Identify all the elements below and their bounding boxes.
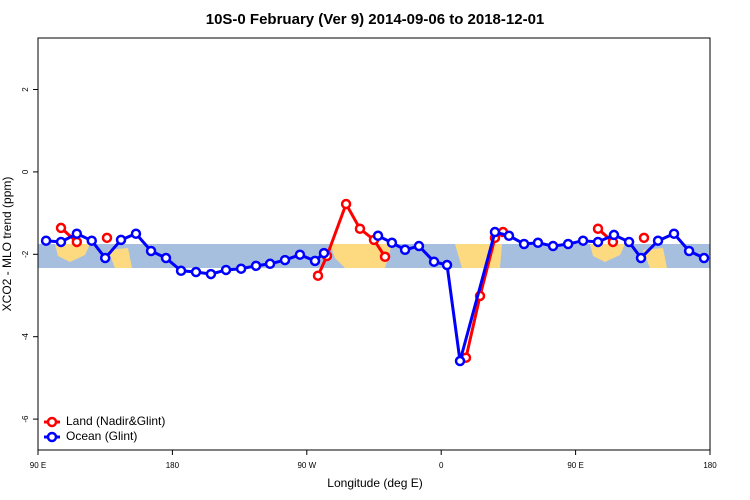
point [160, 252, 172, 264]
point [294, 249, 306, 260]
land-patch [590, 244, 625, 262]
x-tick-label: 0 [439, 461, 444, 470]
point [279, 254, 291, 266]
y-tick-label: 0 [21, 169, 30, 174]
point [547, 240, 559, 252]
point [532, 237, 544, 249]
y-tick-label: 2 [21, 87, 30, 92]
point [175, 265, 187, 277]
point [71, 228, 83, 239]
point [562, 238, 574, 250]
point [623, 236, 635, 248]
point [312, 270, 324, 281]
y-tick-label: -6 [21, 415, 30, 423]
point [71, 236, 83, 248]
point [518, 238, 530, 250]
y-tick-label: -2 [21, 250, 30, 258]
legend-marker [46, 416, 58, 428]
chart-title: 10S-0 February (Ver 9) 2014-09-06 to 201… [206, 11, 545, 28]
legend-label: Land (Nadir&Glint) [66, 414, 165, 428]
point [55, 222, 67, 234]
point [399, 244, 411, 256]
land-patch [55, 244, 90, 262]
point [205, 268, 217, 280]
y-axis-label: XCO2 - MLO trend (ppm) [0, 177, 14, 312]
point [40, 235, 52, 246]
point [386, 237, 398, 249]
point [354, 223, 366, 235]
point [220, 264, 232, 276]
point [99, 252, 111, 264]
point [489, 226, 501, 238]
point [309, 255, 321, 267]
point [683, 245, 695, 257]
x-tick-label: 90 W [297, 461, 316, 470]
x-tick-label: 90 E [30, 461, 46, 470]
point [608, 229, 620, 241]
point [318, 247, 330, 259]
point [441, 259, 453, 271]
point [413, 240, 425, 252]
point [101, 232, 113, 244]
point [86, 235, 98, 246]
point [635, 252, 647, 264]
point [668, 228, 680, 239]
y-tick-label: -4 [21, 333, 30, 341]
point [130, 228, 142, 239]
point [577, 235, 589, 246]
legend-marker [46, 431, 58, 443]
point [115, 234, 127, 246]
land-patch [108, 248, 132, 268]
land-patch [455, 244, 502, 268]
plot-frame [37, 37, 711, 451]
point [235, 263, 247, 274]
point [340, 198, 352, 210]
point [698, 252, 710, 264]
point [652, 235, 664, 246]
x-tick-label: 180 [166, 461, 180, 470]
x-tick-label: 180 [703, 461, 717, 470]
point [190, 266, 202, 278]
point [55, 236, 67, 248]
point [638, 232, 650, 244]
legend-label: Ocean (Glint) [66, 429, 137, 443]
point [592, 223, 604, 235]
land-patch [330, 244, 392, 268]
point [372, 230, 384, 242]
map-strip [38, 244, 710, 268]
point [454, 355, 466, 367]
point [264, 258, 276, 270]
point [592, 236, 604, 248]
land-patch [643, 248, 667, 268]
point [503, 230, 515, 242]
point [428, 256, 440, 267]
x-tick-label: 90 E [567, 461, 583, 470]
x-axis-label: Longitude (deg E) [327, 476, 422, 490]
point [250, 260, 262, 272]
point [379, 251, 391, 263]
point [145, 245, 157, 257]
